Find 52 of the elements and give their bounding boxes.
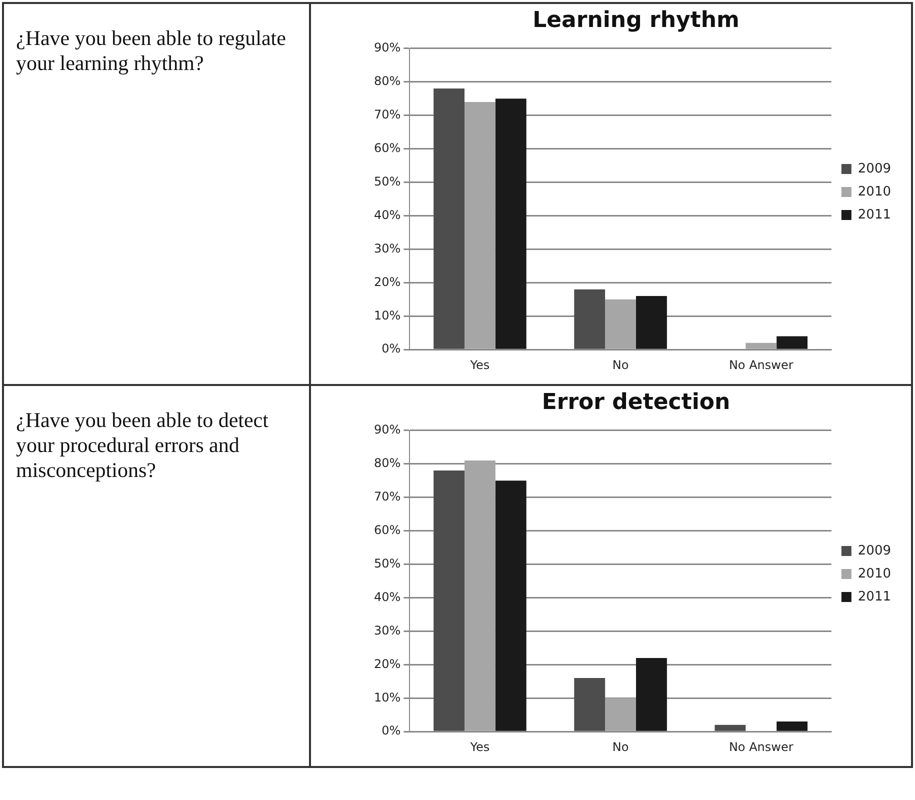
bar <box>776 336 808 349</box>
bar <box>434 470 464 731</box>
legend-label: 2011 <box>858 589 892 604</box>
bar <box>605 698 636 731</box>
y-tick-label: 60% <box>374 522 401 537</box>
x-tick-label: No Answer <box>728 358 794 372</box>
legend-label: 2009 <box>858 543 892 558</box>
y-tick-label: 40% <box>374 590 401 604</box>
y-tick-label: 50% <box>374 556 401 570</box>
bar <box>746 342 777 349</box>
bar <box>495 98 526 349</box>
y-tick-label: 90% <box>374 422 401 437</box>
chart-title: Learning rhythm <box>532 8 740 33</box>
x-tick-label: No <box>612 358 629 372</box>
bar <box>776 722 808 731</box>
text: ¿Have you been able to regulate your learning rhythm? <box>16 26 287 76</box>
y-tick-label: 0% <box>382 724 401 738</box>
text: ¿Have you been able to detect your procedural errors and misconceptions? <box>16 408 270 483</box>
bar <box>495 480 526 731</box>
y-tick-label: 50% <box>374 174 401 188</box>
bar <box>636 296 667 349</box>
y-tick-label: 30% <box>374 241 401 256</box>
bar <box>636 658 667 731</box>
y-tick-label: 40% <box>374 208 401 222</box>
y-tick-label: 20% <box>374 656 401 671</box>
y-tick-label: 80% <box>374 456 401 470</box>
y-tick-label: 70% <box>374 107 401 122</box>
y-tick-label: 20% <box>374 274 401 289</box>
y-tick-label: 70% <box>374 489 401 504</box>
x-tick-label: No Answer <box>728 740 794 754</box>
y-tick-label: 90% <box>374 40 401 55</box>
x-tick-label: Yes <box>469 740 490 754</box>
y-tick-label: 60% <box>374 140 401 155</box>
bar <box>464 460 496 731</box>
legend-label: 2010 <box>858 184 892 200</box>
y-tick-label: 0% <box>382 342 401 356</box>
bar <box>605 299 636 349</box>
bar <box>434 88 464 349</box>
bar <box>574 289 606 349</box>
legend-label: 2010 <box>858 566 892 582</box>
y-tick-label: 30% <box>374 623 401 638</box>
chart-title: Error detection <box>542 390 730 415</box>
bar <box>464 102 496 349</box>
y-tick-label: 80% <box>374 74 401 88</box>
y-tick-label: 10% <box>374 308 401 322</box>
x-tick-label: No <box>612 740 629 754</box>
bar <box>714 724 746 731</box>
legend-label: 2009 <box>858 161 892 176</box>
bar <box>574 678 606 731</box>
y-tick-label: 10% <box>374 690 401 704</box>
x-tick-label: Yes <box>469 358 490 372</box>
legend-label: 2011 <box>858 207 892 222</box>
